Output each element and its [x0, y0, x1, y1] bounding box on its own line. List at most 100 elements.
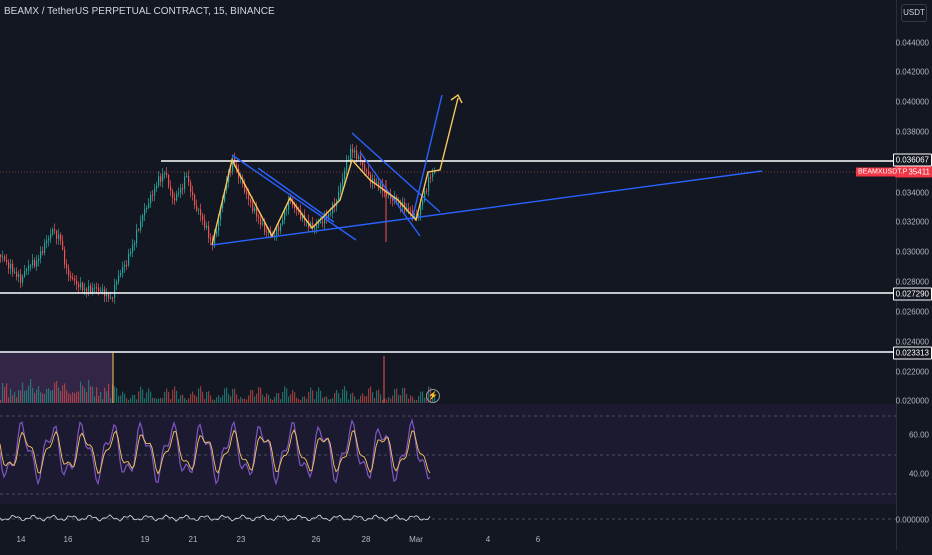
- volume-bar: [372, 392, 374, 403]
- candle-body: [8, 262, 10, 269]
- candle-body: [344, 170, 346, 179]
- candle-body: [200, 209, 202, 216]
- candle-body: [66, 264, 68, 269]
- lightning-icon[interactable]: ⚡: [426, 389, 440, 403]
- volume-bar: [230, 396, 232, 403]
- candle-body: [114, 284, 116, 298]
- price-axis[interactable]: USDT 0.044000 0.042000 0.040000 0.038000…: [892, 0, 932, 550]
- volume-bar: [412, 396, 414, 403]
- candle-body: [224, 190, 226, 202]
- candle-body: [174, 198, 176, 201]
- candle-body: [236, 165, 238, 169]
- volume-bar: [10, 388, 12, 403]
- candle-body: [140, 221, 142, 230]
- volume-bar: [84, 387, 86, 403]
- volume-bar: [336, 389, 338, 403]
- candle-body: [246, 191, 248, 195]
- candle-body: [216, 230, 218, 235]
- volume-bar: [62, 385, 64, 403]
- volume-bar: [110, 397, 112, 403]
- candle-body: [120, 272, 122, 276]
- candle-body: [346, 160, 348, 171]
- volume-bar: [258, 386, 260, 403]
- price-chart[interactable]: [0, 0, 896, 550]
- volume-bar: [248, 395, 250, 403]
- trendline: [257, 167, 335, 223]
- candle-body: [96, 287, 98, 289]
- volume-bar: [146, 392, 148, 403]
- volume-bar: [314, 399, 316, 403]
- volume-bar: [90, 386, 92, 403]
- currency-button[interactable]: USDT: [901, 4, 927, 22]
- candle-body: [178, 192, 180, 194]
- volume-bar: [416, 399, 418, 403]
- volume-bar: [280, 399, 282, 403]
- candle-body: [196, 205, 198, 211]
- volume-bar: [44, 394, 46, 403]
- candle-body: [356, 150, 358, 159]
- volume-bar: [326, 396, 328, 403]
- candle-body: [160, 176, 162, 182]
- volume-bar: [370, 386, 372, 403]
- volume-bar: [216, 397, 218, 403]
- volume-bar: [340, 398, 342, 403]
- symbol-tag: BEAMXUSDT.P: [856, 167, 910, 177]
- candle-body: [260, 218, 262, 225]
- volume-bar: [94, 396, 96, 403]
- candle-body: [232, 157, 234, 172]
- volume-bar: [86, 392, 88, 403]
- volume-bar: [18, 390, 20, 403]
- volume-bar: [342, 389, 344, 403]
- volume-bar: [130, 398, 132, 403]
- candle-body: [190, 182, 192, 192]
- candle-body: [184, 176, 186, 190]
- volume-bar: [302, 396, 304, 403]
- candle-body: [98, 288, 100, 292]
- volume-bar: [402, 387, 404, 403]
- time-tick: 19: [140, 535, 150, 544]
- volume-bar: [406, 394, 408, 403]
- time-tick: 6: [535, 535, 541, 544]
- volume-bar: [380, 394, 382, 403]
- candle-body: [162, 173, 164, 182]
- volume-bar: [254, 396, 256, 403]
- candle-body: [226, 182, 228, 191]
- volume-bar: [180, 395, 182, 403]
- volume-bar: [278, 393, 280, 403]
- candle-body: [204, 219, 206, 228]
- volume-bar: [132, 394, 134, 403]
- volume-bar: [264, 397, 266, 403]
- volume-bar: [252, 389, 254, 403]
- volume-bar: [330, 399, 332, 403]
- candle-body: [46, 240, 48, 244]
- volume-bar: [6, 383, 8, 403]
- volume-bar: [356, 399, 358, 403]
- candle-body: [408, 207, 410, 210]
- volume-bar: [38, 386, 40, 403]
- volume-bar: [42, 393, 44, 403]
- candle-body: [28, 265, 30, 269]
- candle-body: [52, 229, 54, 235]
- volume-bar: [152, 397, 154, 403]
- volume-bar: [298, 399, 300, 403]
- candle-body: [370, 174, 372, 184]
- volume-bar: [68, 393, 70, 403]
- volume-bar: [328, 399, 330, 403]
- volume-bar: [24, 390, 26, 403]
- candle-body: [154, 188, 156, 196]
- chart-area[interactable]: [0, 0, 896, 550]
- volume-bar: [382, 399, 384, 403]
- volume-bar: [182, 394, 184, 403]
- candle-body: [124, 264, 126, 267]
- volume-bar: [396, 388, 398, 403]
- candle-body: [414, 215, 416, 217]
- candle-body: [278, 226, 280, 231]
- candle-body: [300, 210, 302, 219]
- volume-bar: [100, 392, 102, 403]
- candle-body: [294, 205, 296, 209]
- volume-bar: [190, 394, 192, 403]
- candle-body: [138, 229, 140, 231]
- current-price-label: 0.035411: [895, 166, 932, 178]
- volume-bar: [54, 382, 56, 403]
- candle-body: [412, 210, 414, 217]
